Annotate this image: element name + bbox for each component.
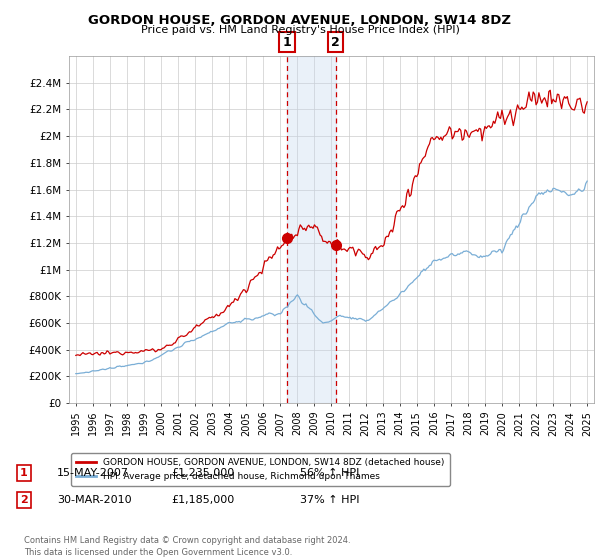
Text: 30-MAR-2010: 30-MAR-2010 (57, 495, 131, 505)
Text: £1,235,000: £1,235,000 (171, 468, 234, 478)
Text: 37% ↑ HPI: 37% ↑ HPI (300, 495, 359, 505)
Legend: GORDON HOUSE, GORDON AVENUE, LONDON, SW14 8DZ (detached house), HPI: Average pri: GORDON HOUSE, GORDON AVENUE, LONDON, SW1… (71, 453, 450, 486)
Text: Price paid vs. HM Land Registry's House Price Index (HPI): Price paid vs. HM Land Registry's House … (140, 25, 460, 35)
Text: Contains HM Land Registry data © Crown copyright and database right 2024.
This d: Contains HM Land Registry data © Crown c… (24, 536, 350, 557)
Text: 56% ↑ HPI: 56% ↑ HPI (300, 468, 359, 478)
Text: 1: 1 (20, 468, 28, 478)
Text: GORDON HOUSE, GORDON AVENUE, LONDON, SW14 8DZ: GORDON HOUSE, GORDON AVENUE, LONDON, SW1… (89, 14, 511, 27)
Text: 2: 2 (331, 36, 340, 49)
Text: £1,185,000: £1,185,000 (171, 495, 234, 505)
Text: 15-MAY-2007: 15-MAY-2007 (57, 468, 129, 478)
Text: 1: 1 (282, 36, 291, 49)
Bar (287, 56, 335, 403)
Text: 2: 2 (20, 495, 28, 505)
